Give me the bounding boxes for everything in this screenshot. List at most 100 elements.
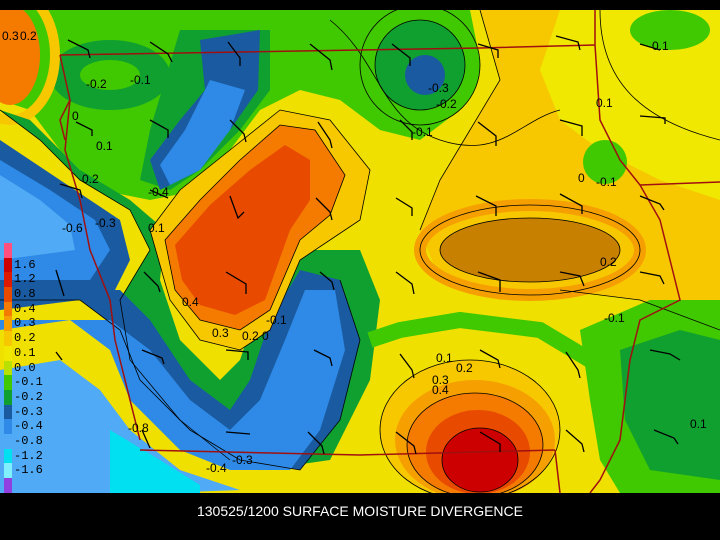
legend-swatch bbox=[4, 345, 12, 361]
contour-label: -0.1 bbox=[266, 313, 287, 327]
contour-label: -0.1 bbox=[604, 311, 625, 325]
negative-core-southwest bbox=[110, 430, 200, 493]
negative-field-southwest-2 bbox=[0, 290, 345, 470]
legend-swatch bbox=[4, 463, 12, 478]
legend-swatch bbox=[4, 478, 12, 493]
legend-swatch bbox=[4, 272, 12, 288]
legend-swatch bbox=[4, 419, 12, 434]
color-legend: 1.6 1.2 0.8 0.4 0.3 0.2 0.1 0.0 -0.1 -0.2 -0.3 -0.4… bbox=[4, 243, 48, 493]
legend-swatch bbox=[4, 389, 12, 405]
legend-entry: 1.6 bbox=[4, 257, 48, 273]
map-caption: 130525/1200 SURFACE MOISTURE DIVERGENCE bbox=[196, 503, 523, 519]
contour-label: -0.6 bbox=[62, 221, 83, 235]
contour-label: 0.1 bbox=[96, 139, 113, 153]
legend-label: 0.1 bbox=[14, 345, 36, 360]
legend-swatch bbox=[4, 257, 12, 273]
contour-label: 0.2 bbox=[242, 329, 259, 343]
contour-label: 0.2 bbox=[456, 361, 473, 375]
legend-swatch bbox=[4, 360, 12, 376]
legend-swatch bbox=[4, 243, 12, 258]
legend-entry: 0.3 bbox=[4, 316, 48, 332]
negative-field-southwest-3 bbox=[0, 360, 240, 493]
negative-core-north-2 bbox=[160, 80, 245, 185]
contour-label: -0.4 bbox=[206, 461, 227, 475]
legend-entry: -1.2 bbox=[4, 448, 48, 464]
legend-swatch bbox=[4, 287, 12, 302]
top-frame bbox=[0, 0, 720, 10]
contour-label: 0.4 bbox=[182, 295, 199, 309]
legend-swatch bbox=[4, 331, 12, 346]
legend-entry: -0.4 bbox=[4, 419, 48, 434]
negative-cell-southeast-inner bbox=[620, 330, 720, 480]
bottom-frame bbox=[0, 493, 720, 540]
legend-entry: -1.6 bbox=[4, 463, 48, 478]
legend-entry: 1.2 bbox=[4, 272, 48, 288]
wind-barbs bbox=[55, 35, 681, 455]
legend-label: 0.0 bbox=[14, 360, 36, 375]
contour-label: 0.1 bbox=[148, 221, 165, 235]
contour-label: -0.4 bbox=[148, 185, 169, 199]
contour-label: 0.3 bbox=[432, 373, 449, 387]
legend-entry bbox=[4, 243, 48, 258]
legend-entry: -0.3 bbox=[4, 404, 48, 420]
legend-label: -0.2 bbox=[14, 389, 43, 404]
legend-entry: 0.8 bbox=[4, 287, 48, 302]
negative-cell-northeast bbox=[630, 10, 710, 50]
legend-label: -1.6 bbox=[14, 463, 43, 478]
positive-cell-northwest-ring bbox=[0, 0, 60, 125]
contour-value-labels: 0.3 0.2 -0.2 -0.1 0 0.1 0.2 -0.6 -0.3 0.… bbox=[2, 29, 707, 475]
legend-label: -0.8 bbox=[14, 433, 43, 448]
contour-label: -0.3 bbox=[95, 216, 116, 230]
positive-field-northeast bbox=[540, 10, 720, 200]
contour-label: 0.1 bbox=[652, 39, 669, 53]
legend-entry: -0.2 bbox=[4, 389, 48, 405]
legend-entry: -0.1 bbox=[4, 375, 48, 390]
contour-label: -0.1 bbox=[596, 175, 617, 189]
state-borders bbox=[59, 10, 720, 494]
contour-label: 0.1 bbox=[690, 417, 707, 431]
contour-label: 0 bbox=[72, 109, 79, 123]
legend-entry: 0.1 bbox=[4, 345, 48, 361]
legend-swatch bbox=[4, 375, 12, 390]
legend-label: -0.1 bbox=[14, 375, 43, 390]
legend-entry: 0.0 bbox=[4, 360, 48, 376]
contour-label: 0.2 bbox=[600, 255, 617, 269]
legend-label: 0.8 bbox=[14, 287, 36, 302]
contour-label: 0 bbox=[262, 329, 269, 343]
legend-label: -1.2 bbox=[14, 448, 43, 463]
legend-label: 0.3 bbox=[14, 316, 36, 331]
contour-label: 0.1 bbox=[436, 351, 453, 365]
contour-label: 0.1 bbox=[596, 96, 613, 110]
negative-band-west-4 bbox=[0, 175, 75, 260]
legend-swatch bbox=[4, 301, 12, 317]
contour-label: 0.2 bbox=[20, 29, 37, 43]
contour-label: 0.2 bbox=[82, 172, 99, 186]
legend-swatch bbox=[4, 404, 12, 420]
contour-label: 0.4 bbox=[432, 383, 449, 397]
negative-cell-north-core bbox=[405, 55, 445, 95]
legend-swatch bbox=[4, 448, 12, 464]
contour-label: -0.1 bbox=[130, 73, 151, 87]
positive-cell-east bbox=[440, 218, 620, 282]
legend-entry: 0.2 bbox=[4, 331, 48, 346]
legend-entry: -0.8 bbox=[4, 433, 48, 449]
legend-label: 1.6 bbox=[14, 257, 36, 272]
legend-label: -0.4 bbox=[14, 419, 43, 434]
contour-label: -0.3 bbox=[428, 81, 449, 95]
legend-entry bbox=[4, 478, 48, 493]
legend-label: 0.4 bbox=[14, 301, 36, 316]
contour-label: -0.2 bbox=[86, 77, 107, 91]
negative-cell-northwest-core bbox=[80, 60, 140, 90]
legend-label: -0.3 bbox=[14, 404, 43, 419]
contour-label: -0.8 bbox=[128, 421, 149, 435]
contour-label: 0.3 bbox=[212, 326, 229, 340]
legend-entry: 0.4 bbox=[4, 301, 48, 317]
contour-label: -0.1 bbox=[412, 125, 433, 139]
contour-label: 0 bbox=[578, 171, 585, 185]
contour-label: 0.3 bbox=[2, 29, 19, 43]
positive-cell-northwest bbox=[0, 5, 40, 105]
legend-label: 1.2 bbox=[14, 272, 36, 287]
positive-cell-central-core bbox=[175, 145, 310, 315]
contour-label: -0.2 bbox=[436, 97, 457, 111]
